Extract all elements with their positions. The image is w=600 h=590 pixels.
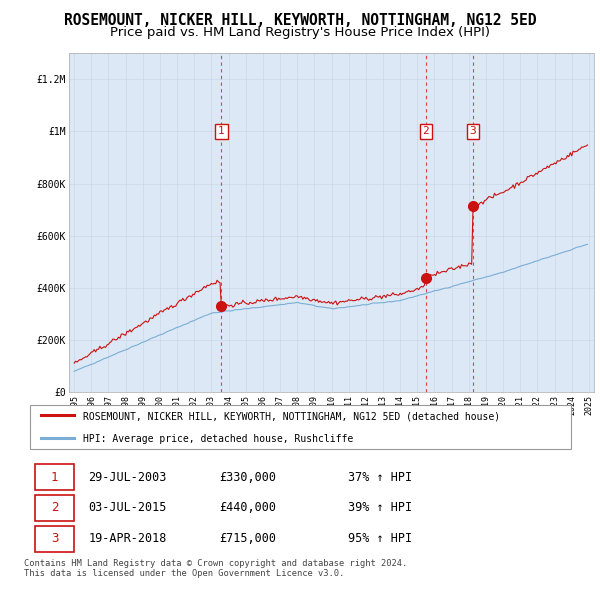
Text: 03-JUL-2015: 03-JUL-2015 [88, 502, 167, 514]
Text: 1: 1 [51, 470, 58, 484]
Text: Price paid vs. HM Land Registry's House Price Index (HPI): Price paid vs. HM Land Registry's House … [110, 26, 490, 39]
Text: ROSEMOUNT, NICKER HILL, KEYWORTH, NOTTINGHAM, NG12 5ED: ROSEMOUNT, NICKER HILL, KEYWORTH, NOTTIN… [64, 13, 536, 28]
FancyBboxPatch shape [35, 495, 74, 521]
FancyBboxPatch shape [35, 526, 74, 552]
Text: 19-APR-2018: 19-APR-2018 [88, 532, 167, 546]
Text: 3: 3 [51, 532, 58, 546]
FancyBboxPatch shape [35, 464, 74, 490]
Text: 3: 3 [470, 126, 476, 136]
Text: HPI: Average price, detached house, Rushcliffe: HPI: Average price, detached house, Rush… [83, 434, 353, 444]
Text: £715,000: £715,000 [220, 532, 276, 546]
Text: Contains HM Land Registry data © Crown copyright and database right 2024.
This d: Contains HM Land Registry data © Crown c… [24, 559, 407, 578]
Text: 2: 2 [422, 126, 429, 136]
Text: 29-JUL-2003: 29-JUL-2003 [88, 470, 167, 484]
Text: ROSEMOUNT, NICKER HILL, KEYWORTH, NOTTINGHAM, NG12 5ED (detached house): ROSEMOUNT, NICKER HILL, KEYWORTH, NOTTIN… [83, 411, 500, 421]
Text: 95% ↑ HPI: 95% ↑ HPI [347, 532, 412, 546]
FancyBboxPatch shape [29, 405, 571, 449]
Text: 37% ↑ HPI: 37% ↑ HPI [347, 470, 412, 484]
Text: 2: 2 [51, 502, 58, 514]
Text: 39% ↑ HPI: 39% ↑ HPI [347, 502, 412, 514]
Text: £330,000: £330,000 [220, 470, 276, 484]
Text: 1: 1 [218, 126, 225, 136]
Text: £440,000: £440,000 [220, 502, 276, 514]
